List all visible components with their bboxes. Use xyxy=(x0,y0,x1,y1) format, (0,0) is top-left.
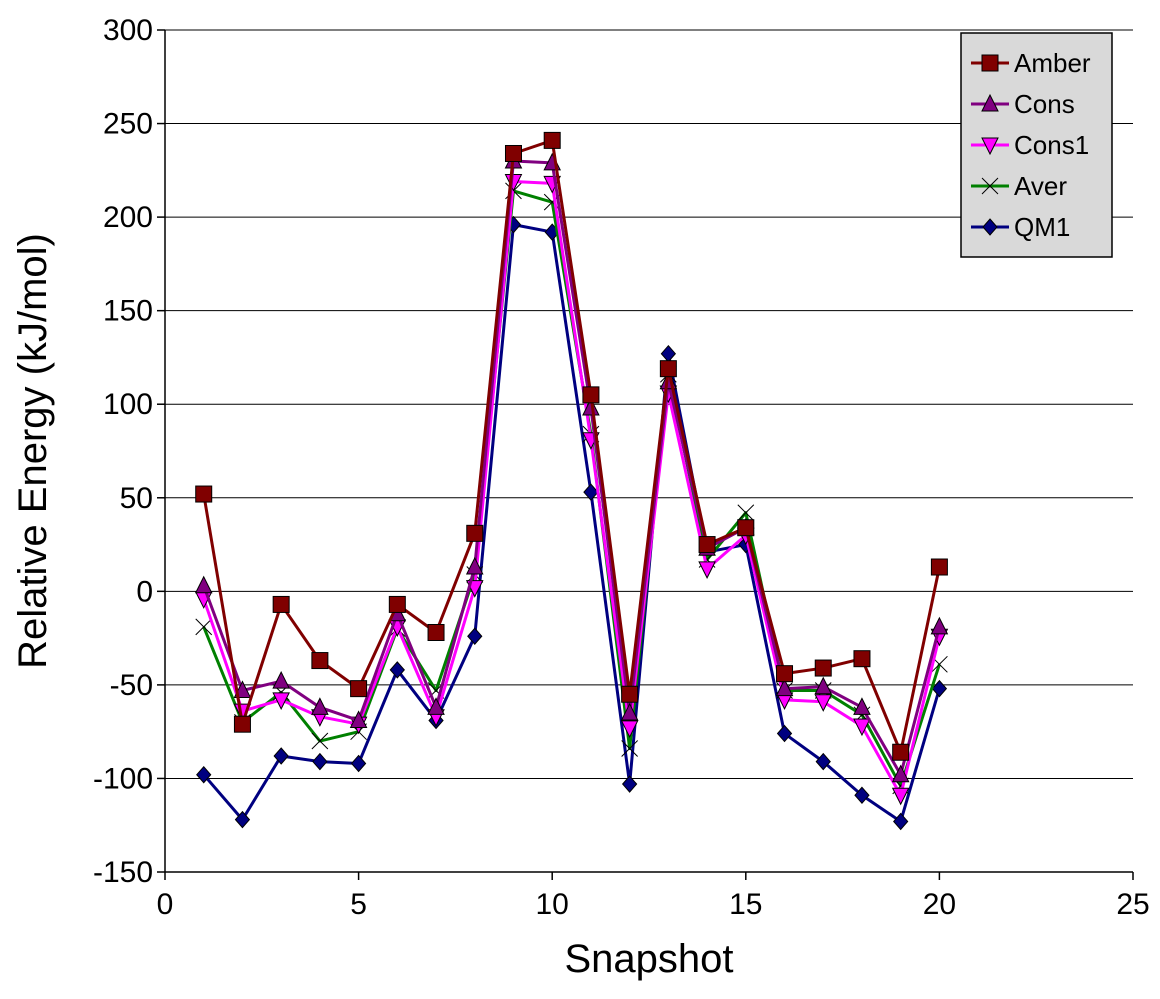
data-point-cons xyxy=(853,697,871,715)
data-point-amber xyxy=(388,595,406,613)
legend-marker-cons1 xyxy=(981,137,999,156)
data-point-cons xyxy=(582,397,600,416)
y-tick-label: 300 xyxy=(103,14,153,47)
data-point-qm1 xyxy=(621,775,638,793)
data-point-qm1 xyxy=(815,752,831,771)
x-tick-label: 20 xyxy=(923,888,956,921)
data-point-amber xyxy=(659,360,677,378)
data-point-amber xyxy=(698,536,716,554)
data-point-cons1 xyxy=(853,718,871,737)
data-point-amber xyxy=(311,652,329,670)
data-point-cons xyxy=(814,676,833,695)
data-point-amber xyxy=(504,144,522,162)
x-tick-label: 10 xyxy=(536,888,569,921)
data-point-qm1 xyxy=(931,679,948,698)
data-point-cons xyxy=(272,671,290,689)
series-line-cons1 xyxy=(202,180,941,797)
data-point-qm1 xyxy=(893,812,909,831)
x-tick-label: 5 xyxy=(350,888,367,921)
data-point-qm1 xyxy=(312,752,328,771)
data-point-cons xyxy=(930,616,949,635)
data-point-amber xyxy=(930,558,948,576)
legend-label-qm1: QM1 xyxy=(1014,212,1070,242)
data-point-amber xyxy=(233,715,251,733)
data-point-amber xyxy=(543,131,561,149)
data-point-amber xyxy=(466,524,484,542)
data-point-qm1 xyxy=(583,483,599,501)
y-tick-label: 0 xyxy=(136,575,153,608)
legend-marker-cons xyxy=(981,93,999,112)
x-axis-title: Snapshot xyxy=(564,937,733,981)
data-point-amber xyxy=(272,595,290,613)
data-point-amber xyxy=(350,680,368,698)
data-point-qm1 xyxy=(467,627,483,645)
data-point-amber xyxy=(195,485,213,503)
data-point-cons xyxy=(349,710,368,728)
data-point-cons xyxy=(194,575,213,594)
data-point-aver xyxy=(892,777,910,795)
y-tick-label: -150 xyxy=(93,856,153,889)
data-point-amber xyxy=(892,743,910,761)
data-point-cons1 xyxy=(272,692,290,710)
data-point-amber xyxy=(737,519,755,537)
legend-marker-aver xyxy=(981,177,999,195)
data-point-cons xyxy=(465,556,484,575)
data-point-qm1 xyxy=(776,724,793,743)
data-point-amber xyxy=(776,665,794,683)
data-point-qm1 xyxy=(234,810,251,829)
data-point-cons xyxy=(311,697,329,715)
data-point-qm1 xyxy=(854,786,870,805)
y-tick-label: 100 xyxy=(103,388,153,421)
y-tick-label: -50 xyxy=(110,669,153,702)
y-tick-label: -100 xyxy=(93,762,153,795)
x-tick-label: 0 xyxy=(157,888,174,921)
legend-label-amber: Amber xyxy=(1014,48,1091,78)
data-point-cons xyxy=(775,678,794,697)
data-point-amber xyxy=(427,623,445,641)
legend-marker-qm1 xyxy=(982,218,998,236)
y-tick-label: 150 xyxy=(103,295,153,328)
legend: Amber Cons Cons1 Aver QM1 xyxy=(960,32,1113,258)
series-amber xyxy=(195,131,948,761)
y-axis-title: Relative Energy (kJ/mol) xyxy=(11,233,55,669)
data-point-cons xyxy=(620,702,639,721)
data-point-cons xyxy=(891,764,910,783)
legend-marker-amber xyxy=(981,54,999,72)
x-tick-label: 25 xyxy=(1116,888,1149,921)
data-point-qm1 xyxy=(389,661,405,679)
y-tick-label: 50 xyxy=(120,482,153,515)
data-point-amber xyxy=(582,386,600,404)
data-point-aver xyxy=(311,732,329,750)
data-point-qm1 xyxy=(273,747,289,765)
data-point-cons1 xyxy=(814,694,833,712)
series-qm1 xyxy=(196,215,948,831)
data-point-cons xyxy=(427,697,445,715)
data-point-cons1 xyxy=(891,787,910,806)
series-line-cons xyxy=(202,159,941,777)
data-point-qm1 xyxy=(350,754,367,773)
y-tick-label: 200 xyxy=(103,201,153,234)
tick-labels: -150 -100 -50 0 50 100 150 200 250 300 0 5 10 15 20 25 xyxy=(93,14,1150,921)
data-point-aver xyxy=(621,740,638,757)
data-point-qm1 xyxy=(196,765,212,784)
data-point-amber xyxy=(814,659,832,677)
legend-label-cons: Cons xyxy=(1014,89,1075,119)
data-point-amber xyxy=(853,650,871,668)
legend-label-cons1: Cons1 xyxy=(1014,130,1089,160)
y-tick-label: 250 xyxy=(103,108,153,141)
axes xyxy=(157,29,1134,880)
series-group xyxy=(194,131,949,831)
x-tick-label: 15 xyxy=(729,888,762,921)
data-point-amber xyxy=(621,685,639,703)
data-point-cons1 xyxy=(698,561,716,579)
legend-label-aver: Aver xyxy=(1014,171,1067,201)
data-point-cons1 xyxy=(620,720,639,739)
data-point-aver xyxy=(931,655,948,673)
